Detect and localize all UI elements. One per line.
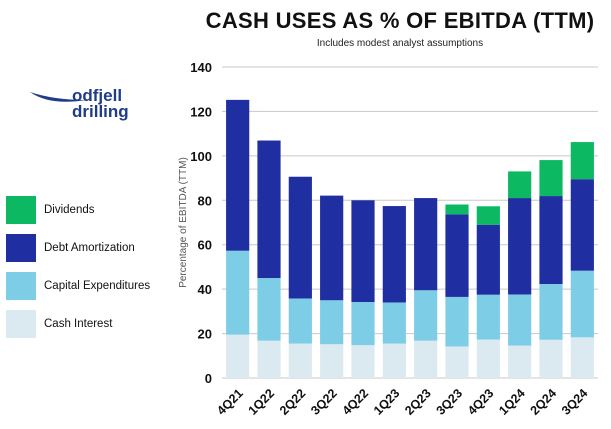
legend-label: Debt Amortization [44,242,135,254]
x-tick-label: 4Q23 [465,386,497,418]
bar-segment [414,290,438,341]
bar-segment [476,294,500,340]
bar-segment [508,198,532,295]
y-tick-label: 140 [190,60,212,75]
legend-swatch [6,310,36,338]
x-tick-label: 1Q23 [371,386,403,418]
bar-segment [445,204,469,215]
bar-segment [508,171,532,199]
x-tick-label: 4Q22 [340,386,372,418]
bar-segment [539,196,563,285]
x-tick-label: 2Q22 [277,386,309,418]
x-tick-label: 3Q24 [559,386,591,418]
y-tick-label: 0 [205,371,212,386]
legend-item: Dividends [6,196,206,226]
bar-segment [226,250,250,335]
bar-segment [257,340,281,378]
bar-segment [288,176,312,299]
bar-segment [257,140,281,279]
y-tick-label: 60 [198,238,212,253]
y-tick-label: 80 [198,193,212,208]
legend-label: Dividends [44,204,95,216]
x-tick-label: 1Q24 [496,386,528,418]
bar-segment [476,339,500,378]
bar-segment [382,343,406,378]
y-tick-label: 40 [198,282,212,297]
y-tick-label: 20 [198,327,212,342]
odfjell-drilling-logo: odfjell drilling [28,78,138,128]
x-tick-label: 2Q23 [402,386,434,418]
bar-segment [320,195,344,301]
bar-segment [414,340,438,378]
bar-segment [288,343,312,378]
legend-label: Cash Interest [44,318,113,330]
legend-item: Debt Amortization [6,234,206,264]
chart-title: CASH USES AS % OF EBITDA (TTM) [205,8,595,33]
legend-swatch [6,234,36,262]
logo-line2: drilling [72,102,129,121]
chart-subtitle: Includes modest analyst assumptions [316,38,484,49]
bar-segment [320,300,344,345]
logo-swoosh-icon [30,92,86,102]
x-tick-label: 3Q23 [434,386,466,418]
bar-segment [445,296,469,347]
bar-segment [414,198,438,291]
x-tick-label: 2Q24 [528,386,560,418]
bar-segment [508,294,532,346]
bar-segment [539,160,563,197]
bar-segment [476,206,500,225]
bar-segment [226,99,250,251]
bar-segment [476,224,500,295]
bar-segment [508,345,532,378]
x-tick-label: 1Q22 [246,386,278,418]
bar-segment [570,179,594,271]
bar-segment [226,334,250,378]
bar-segment [570,337,594,378]
x-tick-label: 4Q21 [214,386,246,418]
bar-segment [382,206,406,303]
bar-segment [351,345,375,378]
bar-segment [320,344,344,378]
bar-segment [382,302,406,344]
bar-segment [539,339,563,378]
bar-segment [539,284,563,340]
bar-segment [445,346,469,378]
bar-segment [351,302,375,346]
y-tick-label: 120 [190,104,212,119]
x-tick-label: 3Q22 [308,386,340,418]
logo-line1: odfjell [72,86,123,105]
bar-segment [570,142,594,180]
bar-segment [257,278,281,341]
bar-segment [445,214,469,297]
y-axis-label: Percentage of EBITDA (TTM) [178,157,189,288]
bar-segment [351,200,375,303]
legend-item: Capital Expenditures [6,272,206,302]
bar-segment [570,270,594,338]
legend-swatch [6,196,36,224]
legend-item: Cash Interest [6,310,206,340]
bar-segment [288,298,312,344]
legend-label: Capital Expenditures [44,280,151,292]
legend-swatch [6,272,36,300]
y-tick-label: 100 [190,149,212,164]
